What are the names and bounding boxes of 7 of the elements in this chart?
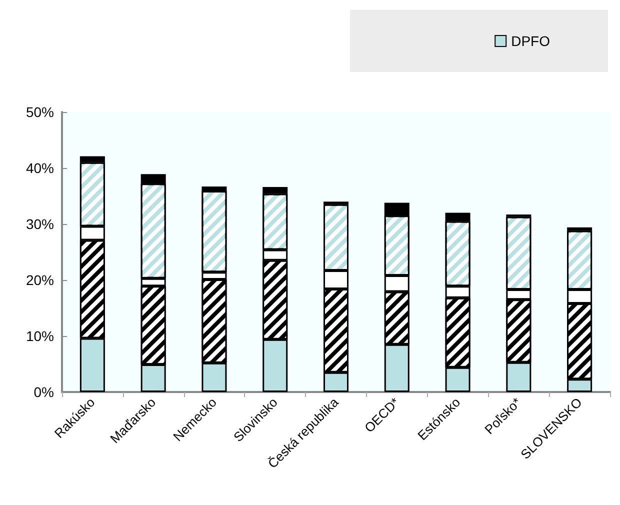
y-tick-label: 50% (26, 104, 54, 120)
legend-label: DPFO (511, 33, 550, 49)
y-tick-label: 0% (34, 384, 54, 400)
y-tick-label: 10% (26, 328, 54, 344)
y-tick-label: 30% (26, 216, 54, 232)
y-tick-label: 20% (26, 272, 54, 288)
y-tick-label: 40% (26, 160, 54, 176)
